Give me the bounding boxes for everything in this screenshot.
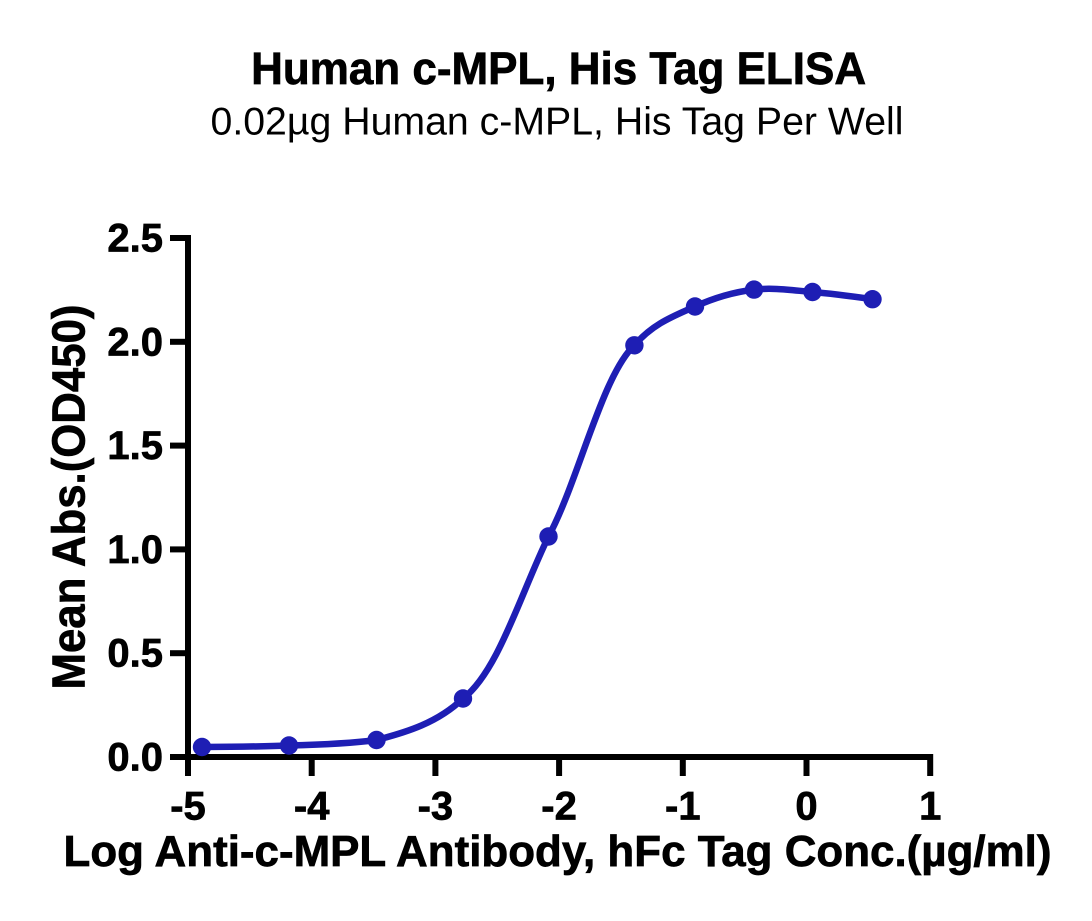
svg-text:-1: -1 [665,784,701,828]
svg-text:2.5: 2.5 [107,217,163,261]
svg-text:0.0: 0.0 [107,736,163,780]
svg-text:-5: -5 [170,784,206,828]
svg-text:0: 0 [795,784,817,828]
svg-text:-4: -4 [294,784,330,828]
svg-text:1: 1 [919,784,941,828]
svg-text:0.5: 0.5 [107,632,163,676]
svg-text:-2: -2 [541,784,577,828]
svg-text:Mean Abs.(OD450): Mean Abs.(OD450) [43,305,95,690]
svg-text:1.0: 1.0 [107,528,163,572]
svg-text:0.02µg Human c-MPL, His Tag Pe: 0.02µg Human c-MPL, His Tag Per Well [211,101,904,144]
svg-text:1.5: 1.5 [107,424,163,468]
svg-text:2.0: 2.0 [107,320,163,364]
svg-text:-3: -3 [418,784,454,828]
svg-text:Log Anti-c-MPL Antibody, hFc T: Log Anti-c-MPL Antibody, hFc Tag Conc.(µ… [64,827,1052,876]
svg-text:Human c-MPL, His Tag ELISA: Human c-MPL, His Tag ELISA [251,43,866,94]
